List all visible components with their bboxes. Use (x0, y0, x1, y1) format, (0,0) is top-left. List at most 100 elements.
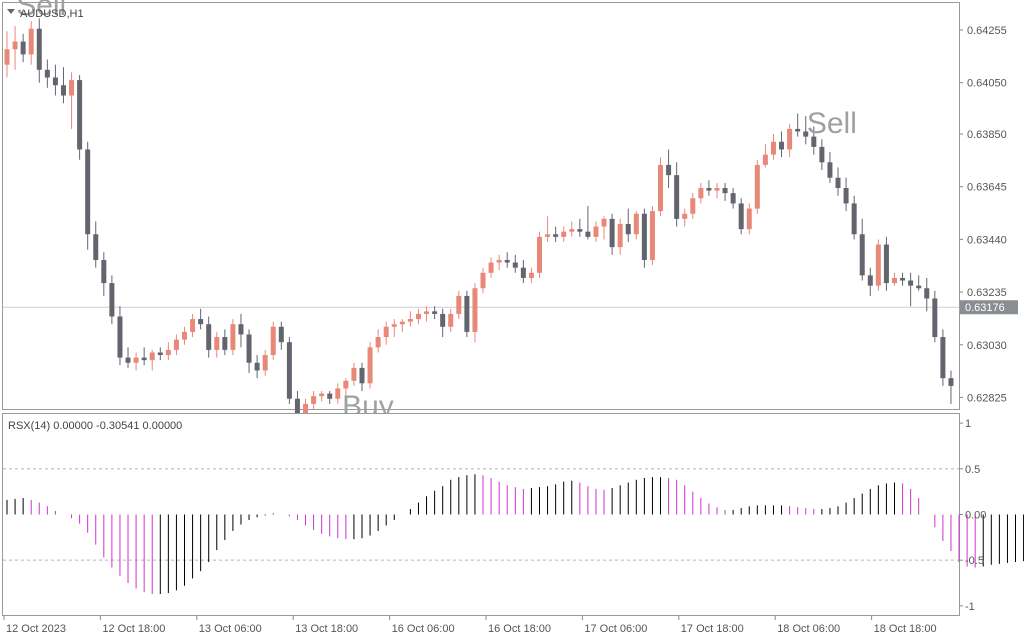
candle-body (601, 218, 607, 227)
candle-body (254, 362, 260, 371)
candle-body (924, 288, 930, 299)
bullish-candle (173, 334, 179, 356)
candle-body (536, 236, 542, 273)
bearish-candle (246, 329, 252, 374)
candle-body (52, 77, 58, 86)
indicator-tick-label: 0.00 (965, 510, 986, 522)
candle-body (666, 164, 672, 176)
indicator-tick-label: -1 (965, 601, 975, 613)
candle-body (28, 28, 34, 55)
bearish-candle (674, 162, 680, 227)
bullish-candle (319, 391, 325, 402)
candle-body (190, 319, 196, 332)
indicator-tick-label: 0.5 (965, 464, 980, 476)
bullish-candle (875, 239, 881, 291)
candle-body (512, 262, 518, 268)
candle-body (198, 319, 204, 325)
bullish-candle (448, 308, 454, 332)
price-tick-label: 0.62825 (967, 392, 1007, 404)
candle-body (480, 272, 486, 289)
bearish-candle (730, 188, 736, 209)
bearish-candle (609, 213, 615, 255)
candle-body (625, 223, 631, 235)
price-tick-label: 0.63850 (967, 129, 1007, 141)
bullish-candle (375, 329, 381, 353)
bearish-candle (60, 67, 66, 104)
bearish-candle (238, 313, 244, 348)
bullish-candle (214, 331, 220, 358)
candle-body (682, 213, 688, 219)
symbol-label[interactable]: AUDUSD,H1 (20, 8, 84, 20)
candle-body (85, 149, 91, 235)
bullish-candle (230, 319, 236, 356)
candle-body (206, 324, 212, 350)
candle-body (617, 223, 623, 248)
bullish-candle (335, 383, 341, 404)
bearish-candle (706, 180, 712, 196)
bearish-candle (157, 347, 163, 361)
candle-body (690, 198, 696, 214)
candle-body (803, 131, 809, 137)
bearish-candle (940, 329, 946, 386)
symbol-dropdown-icon[interactable] (7, 9, 15, 14)
bearish-candle (206, 316, 212, 358)
candle-body (173, 339, 179, 350)
bearish-candle (843, 177, 849, 212)
bearish-candle (52, 64, 58, 96)
bullish-candle (682, 208, 688, 227)
bullish-candle (891, 272, 897, 286)
candle-body (383, 326, 389, 338)
bearish-candle (520, 259, 526, 284)
candle-body (117, 316, 123, 358)
bearish-candle (859, 218, 865, 281)
candle-body (883, 244, 889, 284)
candle-body (714, 188, 720, 191)
candle-body (60, 85, 66, 96)
time-tick-label: 16 Oct 06:00 (392, 623, 455, 635)
candle-body (569, 229, 575, 232)
bearish-candle (900, 272, 906, 286)
candle-body (762, 154, 768, 165)
candle-body (246, 334, 252, 363)
candle-body (658, 164, 664, 212)
candle-body (464, 295, 470, 332)
candle-body (649, 211, 655, 260)
bearish-candle (803, 116, 809, 145)
candle-body (472, 288, 478, 332)
bullish-candle (149, 349, 155, 371)
sell-signal-label: Sell (16, 0, 66, 22)
candle-body (415, 313, 421, 320)
bullish-candle (649, 206, 655, 266)
bearish-candle (77, 74, 83, 160)
bullish-candle (746, 203, 752, 235)
candle-body (827, 162, 833, 178)
candle-body (77, 80, 83, 150)
bullish-candle (343, 378, 349, 399)
candle-body (93, 234, 99, 260)
bearish-candle (101, 252, 107, 296)
candle-body (278, 326, 284, 343)
candle-body (448, 313, 454, 327)
candle-body (230, 324, 236, 350)
candle-body (779, 141, 785, 150)
bullish-candle (367, 342, 373, 389)
bullish-candle (762, 144, 768, 168)
price-tick-label: 0.63030 (967, 340, 1007, 352)
candle-body (375, 337, 381, 348)
bearish-candle (666, 149, 672, 189)
candle-body (214, 337, 220, 350)
candle-body (399, 321, 405, 325)
candle-body (819, 146, 825, 163)
candle-body (286, 342, 292, 399)
bullish-candle (472, 283, 478, 343)
candle-body (359, 367, 365, 384)
bearish-candle (109, 275, 115, 325)
bullish-candle (311, 391, 317, 409)
bullish-candle (133, 352, 139, 371)
indicator-pane[interactable] (2, 413, 1024, 616)
current-price-label: 0.63176 (965, 302, 1005, 314)
bullish-candle (545, 216, 551, 242)
candle-body (303, 403, 309, 417)
